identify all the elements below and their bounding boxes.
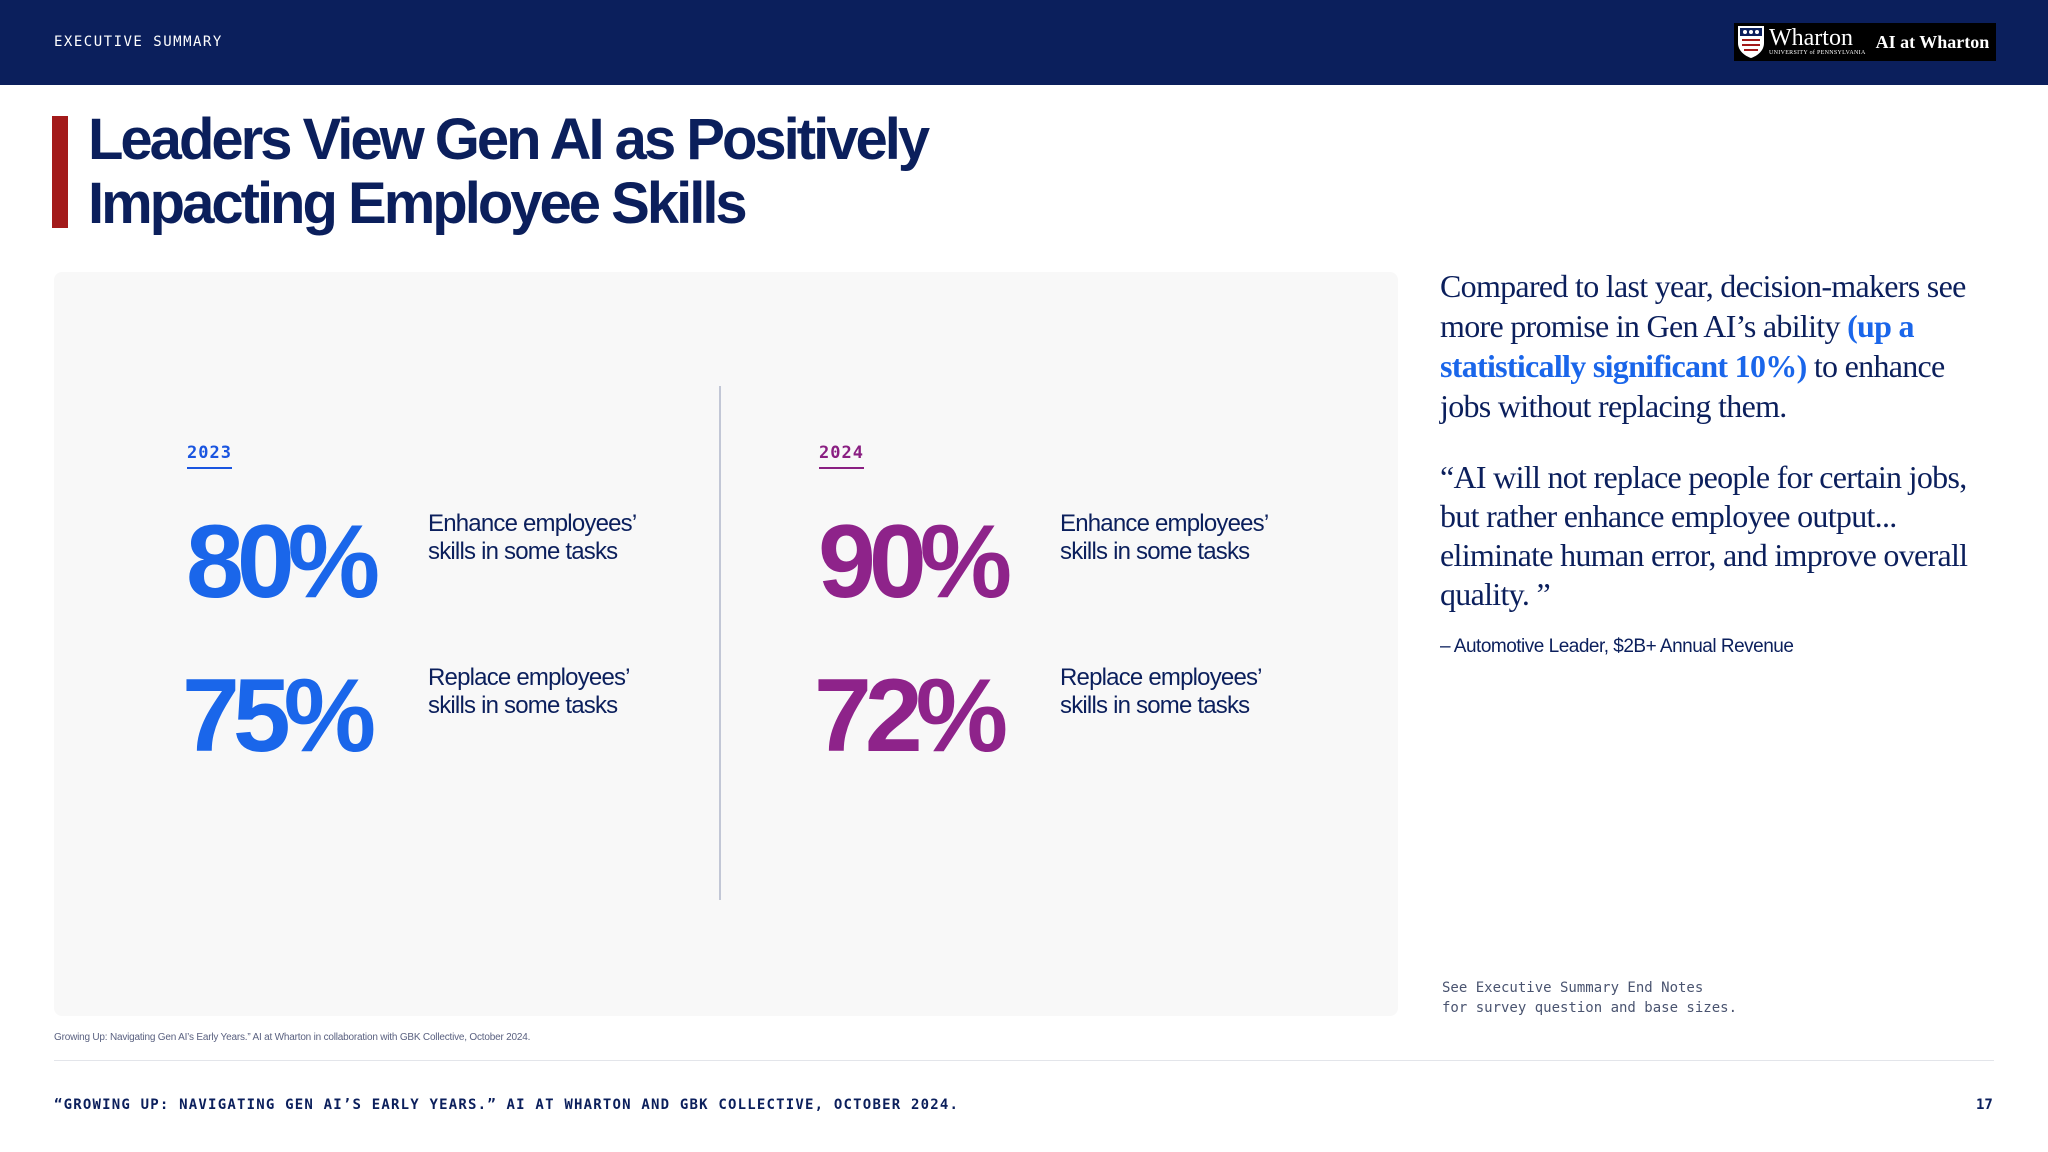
stat-2024-replace-label: Replace employees’ skills in some tasks (1060, 664, 1262, 719)
quote-attribution: – Automotive Leader, $2B+ Annual Revenue (1440, 636, 1794, 657)
stat-2024-enhance-label: Enhance employees’ skills in some tasks (1060, 510, 1268, 565)
year-label-2023: 2023 (187, 443, 232, 469)
year-divider (719, 386, 721, 900)
title-accent-bar (52, 116, 68, 228)
logo-tagline: AI at Wharton (1875, 31, 1990, 52)
title-line-1: Leaders View Gen AI as Positively (88, 107, 930, 172)
key-insight: Compared to last year, decision-makers s… (1440, 266, 2000, 426)
key-insight-text: Compared to last year, decision-makers s… (1440, 268, 1966, 344)
penn-shield-icon (1738, 26, 1764, 58)
key-insight-text-end: to enhance jobs without replacing them. (1440, 348, 1945, 424)
stat-2024-enhance: 90% (818, 504, 1012, 620)
stat-2023-replace: 75% (182, 658, 376, 774)
key-insight-highlight: (up a statistically significant 10%) (1440, 308, 1915, 384)
title-line-2: Impacting Employee Skills (88, 171, 748, 236)
wharton-logo: Wharton UNIVERSITY of PENNSYLVANIA AI at… (1734, 23, 1996, 61)
page-number: 17 (1976, 1097, 1993, 1113)
source-caption: Growing Up: Navigating Gen AI’s Early Ye… (54, 1032, 531, 1043)
stat-2024-replace: 72% (814, 658, 1008, 774)
footer-divider (54, 1060, 1994, 1061)
section-label: EXECUTIVE SUMMARY (54, 34, 223, 50)
header-bar: EXECUTIVE SUMMARY Wharton UNIVERSITY of … (0, 0, 2048, 85)
stats-panel (54, 272, 1398, 1016)
footer-source: “GROWING UP: NAVIGATING GEN AI’S EARLY Y… (54, 1097, 960, 1113)
year-label-2024: 2024 (819, 443, 864, 469)
logo-subtitle: UNIVERSITY of PENNSYLVANIA (1769, 50, 1866, 56)
page-title: Leaders View Gen AI as Positively Impact… (88, 108, 988, 236)
stat-2023-enhance-label: Enhance employees’ skills in some tasks (428, 510, 636, 565)
logo-wordmark: Wharton (1769, 25, 1853, 51)
stat-2023-replace-label: Replace employees’ skills in some tasks (428, 664, 630, 719)
end-notes-reference: See Executive Summary End Notes for surv… (1442, 980, 1738, 1016)
leader-quote: “AI will not replace people for certain … (1440, 459, 1968, 612)
stat-2023-enhance: 80% (186, 504, 380, 620)
